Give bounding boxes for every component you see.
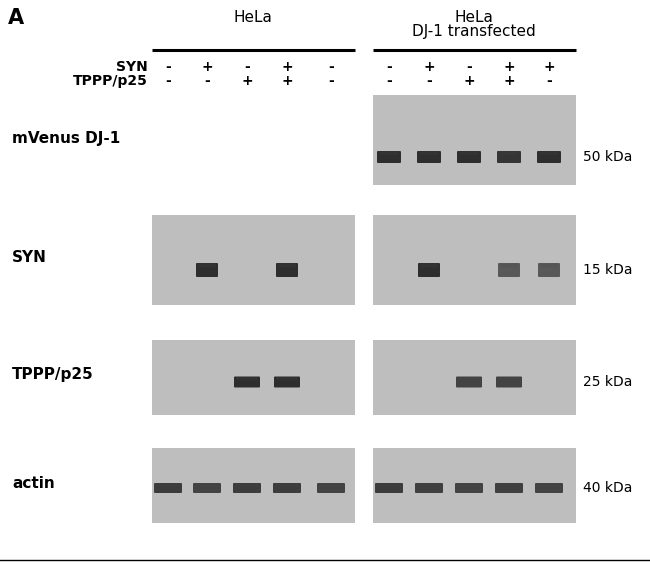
FancyBboxPatch shape <box>496 377 522 387</box>
Bar <box>373 215 576 305</box>
FancyBboxPatch shape <box>417 483 441 487</box>
FancyBboxPatch shape <box>538 263 560 277</box>
Text: -: - <box>466 60 472 74</box>
FancyBboxPatch shape <box>457 151 481 163</box>
Text: DJ-1 transfected: DJ-1 transfected <box>412 24 536 39</box>
FancyBboxPatch shape <box>274 377 300 387</box>
FancyBboxPatch shape <box>154 483 182 493</box>
Bar <box>152 215 355 305</box>
FancyBboxPatch shape <box>499 377 519 380</box>
FancyBboxPatch shape <box>278 263 296 267</box>
FancyBboxPatch shape <box>535 483 563 493</box>
FancyBboxPatch shape <box>497 151 521 163</box>
FancyBboxPatch shape <box>196 483 218 487</box>
Text: +: + <box>423 60 435 74</box>
Text: 50 kDa: 50 kDa <box>583 150 632 164</box>
FancyBboxPatch shape <box>418 263 440 277</box>
FancyBboxPatch shape <box>417 151 441 163</box>
Bar <box>373 95 576 185</box>
Text: +: + <box>281 74 292 88</box>
Text: -: - <box>386 74 392 88</box>
FancyBboxPatch shape <box>541 263 558 267</box>
Bar <box>373 448 576 523</box>
Text: mVenus DJ-1: mVenus DJ-1 <box>12 130 120 146</box>
FancyBboxPatch shape <box>276 483 298 487</box>
Text: +: + <box>241 74 253 88</box>
FancyBboxPatch shape <box>415 483 443 493</box>
Text: actin: actin <box>12 477 55 491</box>
Text: 25 kDa: 25 kDa <box>583 375 632 389</box>
Text: SYN: SYN <box>12 250 47 266</box>
FancyBboxPatch shape <box>317 483 345 493</box>
Text: +: + <box>503 74 515 88</box>
Text: -: - <box>244 60 250 74</box>
FancyBboxPatch shape <box>196 263 218 277</box>
Text: -: - <box>546 74 552 88</box>
Text: -: - <box>328 74 334 88</box>
Text: 15 kDa: 15 kDa <box>583 263 632 277</box>
FancyBboxPatch shape <box>198 263 216 267</box>
Text: +: + <box>281 60 292 74</box>
FancyBboxPatch shape <box>500 263 517 267</box>
FancyBboxPatch shape <box>419 152 439 155</box>
Text: TPPP/p25: TPPP/p25 <box>73 74 148 88</box>
FancyBboxPatch shape <box>456 377 482 387</box>
FancyBboxPatch shape <box>276 377 298 380</box>
FancyBboxPatch shape <box>377 151 401 163</box>
Text: TPPP/p25: TPPP/p25 <box>12 367 94 383</box>
FancyBboxPatch shape <box>460 152 478 155</box>
FancyBboxPatch shape <box>378 483 400 487</box>
Text: -: - <box>328 60 334 74</box>
Text: 40 kDa: 40 kDa <box>583 481 632 495</box>
Text: -: - <box>165 74 171 88</box>
FancyBboxPatch shape <box>499 152 519 155</box>
FancyBboxPatch shape <box>421 263 437 267</box>
FancyBboxPatch shape <box>235 483 259 487</box>
FancyBboxPatch shape <box>193 483 221 493</box>
Text: -: - <box>386 60 392 74</box>
FancyBboxPatch shape <box>540 152 558 155</box>
Text: +: + <box>202 60 213 74</box>
FancyBboxPatch shape <box>537 151 561 163</box>
FancyBboxPatch shape <box>233 483 261 493</box>
FancyBboxPatch shape <box>157 483 179 487</box>
Text: SYN: SYN <box>116 60 148 74</box>
Text: HeLa: HeLa <box>233 10 272 25</box>
Text: HeLa: HeLa <box>454 10 493 25</box>
Text: -: - <box>165 60 171 74</box>
Text: +: + <box>463 74 474 88</box>
FancyBboxPatch shape <box>458 377 480 380</box>
Text: +: + <box>503 60 515 74</box>
FancyBboxPatch shape <box>375 483 403 493</box>
Bar <box>152 340 355 415</box>
FancyBboxPatch shape <box>237 377 257 380</box>
FancyBboxPatch shape <box>380 152 398 155</box>
FancyBboxPatch shape <box>273 483 301 493</box>
FancyBboxPatch shape <box>276 263 298 277</box>
Text: +: + <box>543 60 555 74</box>
FancyBboxPatch shape <box>495 483 523 493</box>
Text: -: - <box>426 74 432 88</box>
FancyBboxPatch shape <box>455 483 483 493</box>
FancyBboxPatch shape <box>497 483 521 487</box>
FancyBboxPatch shape <box>458 483 480 487</box>
FancyBboxPatch shape <box>234 377 260 387</box>
Text: -: - <box>204 74 210 88</box>
FancyBboxPatch shape <box>498 263 520 277</box>
Bar <box>373 340 576 415</box>
Bar <box>152 448 355 523</box>
Text: A: A <box>8 8 24 28</box>
FancyBboxPatch shape <box>320 483 343 487</box>
FancyBboxPatch shape <box>538 483 560 487</box>
